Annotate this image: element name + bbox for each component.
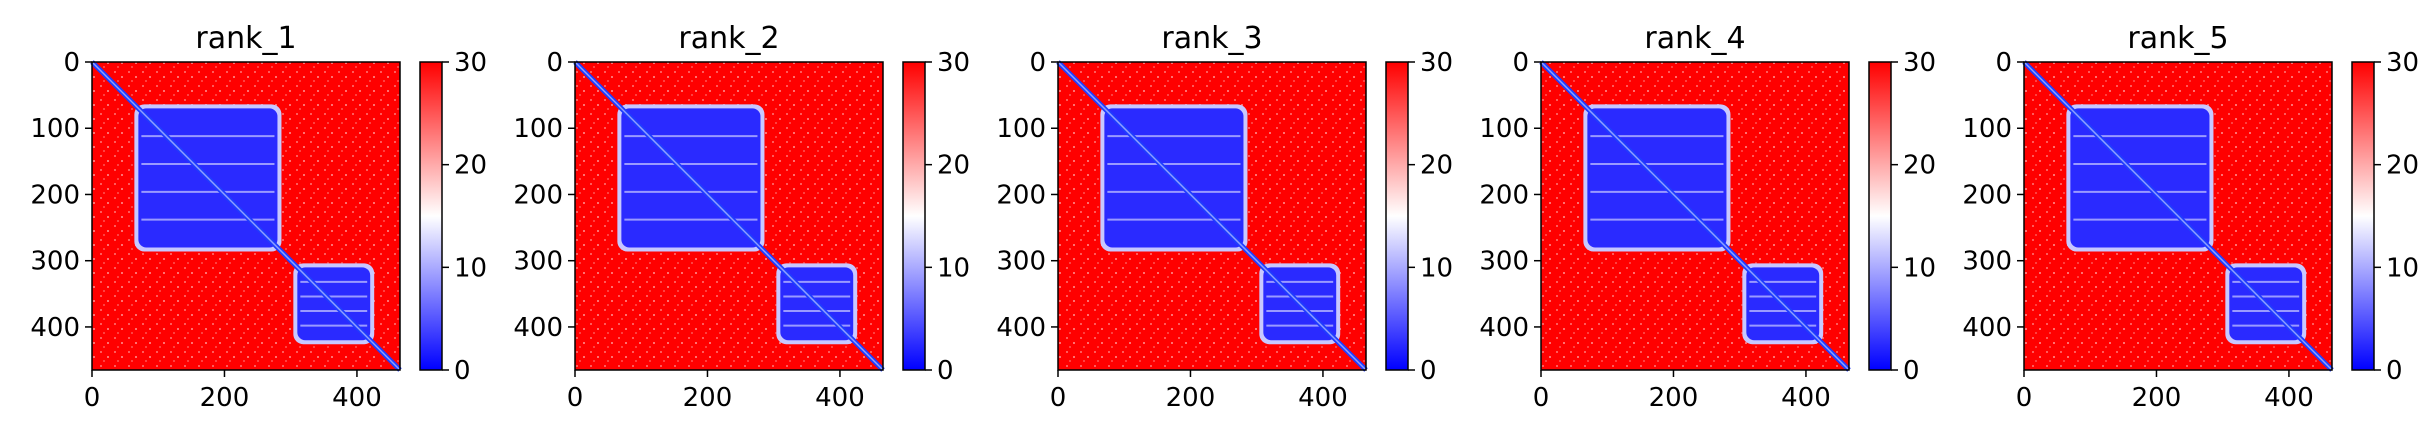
x-tick-label: 400: [1298, 383, 1348, 413]
y-tick-label: 100: [996, 114, 1046, 144]
x-tick-label: 400: [815, 383, 865, 413]
colorbar-tick-label: 0: [454, 356, 471, 386]
colorbar-gradient: [1385, 61, 1409, 371]
colorbar-tick-label: 20: [1903, 151, 1936, 181]
diagonal-core: [574, 61, 884, 371]
y-tick-label: 0: [1029, 48, 1046, 78]
y-tick-label: 0: [63, 48, 80, 78]
x-tick-label: 0: [1050, 383, 1067, 413]
y-tick-label: 100: [1479, 114, 1529, 144]
panel-title: rank_5: [2127, 21, 2228, 56]
y-tick-label: 100: [30, 114, 80, 144]
colorbar-tick-label: 20: [2386, 151, 2419, 181]
y-tick-label: 400: [513, 313, 563, 343]
colorbar-tick-label: 0: [1420, 356, 1437, 386]
colorbar-tick-label: 20: [454, 151, 487, 181]
diagonal-core: [1540, 61, 1850, 371]
x-tick-label: 200: [2132, 383, 2182, 413]
axes-frame: [1057, 61, 1367, 371]
x-tick-label: 0: [84, 383, 101, 413]
axes-frame: [574, 61, 884, 371]
heatmap: [90, 60, 402, 372]
y-tick-label: 300: [1479, 247, 1529, 277]
colorbar-tick-label: 0: [937, 356, 954, 386]
y-tick-label: 100: [1962, 114, 2012, 144]
y-tick-label: 300: [513, 247, 563, 277]
colorbar: 0 10 20 30: [1385, 48, 1453, 386]
colorbar-tick-label: 30: [454, 48, 487, 78]
diagonal-core: [1057, 61, 1367, 371]
panel-title: rank_1: [195, 21, 296, 56]
colorbar-tick-label: 30: [937, 48, 970, 78]
y-tick-label: 0: [1995, 48, 2012, 78]
panel-2: rank_2 0 200 400 0 100 200 300 400 0 10 20 30: [513, 21, 970, 413]
colorbar-tick-label: 10: [2386, 253, 2419, 283]
y-tick-label: 400: [1479, 313, 1529, 343]
colorbar-gradient: [419, 61, 443, 371]
colorbar: 0 10 20 30: [1868, 48, 1936, 386]
colorbar-gradient: [1868, 61, 1892, 371]
y-tick-label: 0: [546, 48, 563, 78]
x-tick-label: 400: [332, 383, 382, 413]
x-tick-label: 200: [1649, 383, 1699, 413]
colorbar-tick-label: 10: [937, 253, 970, 283]
colorbar-tick-label: 30: [2386, 48, 2419, 78]
x-tick-label: 200: [200, 383, 250, 413]
y-tick-label: 100: [513, 114, 563, 144]
colorbar-tick-label: 0: [2386, 356, 2403, 386]
axes-frame: [91, 61, 401, 371]
y-tick-label: 0: [1512, 48, 1529, 78]
panel-1: rank_1 0 200 400 0 100 200 300 400 0 10 20 30: [30, 21, 487, 413]
panel-title: rank_4: [1644, 21, 1745, 56]
x-tick-label: 400: [1781, 383, 1831, 413]
colorbar-gradient: [902, 61, 926, 371]
y-tick-label: 200: [996, 180, 1046, 210]
diagonal-core: [2023, 61, 2333, 371]
x-tick-label: 200: [683, 383, 733, 413]
y-tick-label: 200: [1962, 180, 2012, 210]
panel-5: rank_5 0 200 400 0 100 200 300 400 0 10 20 30: [1962, 21, 2419, 413]
y-tick-label: 200: [30, 180, 80, 210]
panel-4: rank_4 0 200 400 0 100 200 300 400 0 10 20 30: [1479, 21, 1936, 413]
x-tick-label: 0: [1533, 383, 1550, 413]
x-tick-label: 200: [1166, 383, 1216, 413]
y-tick-label: 400: [1962, 313, 2012, 343]
y-tick-label: 400: [30, 313, 80, 343]
y-tick-label: 400: [996, 313, 1046, 343]
y-tick-label: 200: [513, 180, 563, 210]
heatmap: [2022, 60, 2334, 372]
x-tick-label: 0: [567, 383, 584, 413]
panel-title: rank_2: [678, 21, 779, 56]
colorbar-tick-label: 30: [1903, 48, 1936, 78]
y-tick-label: 300: [1962, 247, 2012, 277]
heatmap: [1056, 60, 1368, 372]
colorbar-tick-label: 10: [454, 253, 487, 283]
y-tick-label: 300: [30, 247, 80, 277]
diagonal-core: [91, 61, 401, 371]
colorbar: 0 10 20 30: [419, 48, 487, 386]
y-tick-label: 200: [1479, 180, 1529, 210]
colorbar-tick-label: 20: [1420, 151, 1453, 181]
heatmap: [1539, 60, 1851, 372]
axes-frame: [2023, 61, 2333, 371]
colorbar-tick-label: 30: [1420, 48, 1453, 78]
axes-frame: [1540, 61, 1850, 371]
colorbar: 0 10 20 30: [902, 48, 970, 386]
heatmap: [573, 60, 885, 372]
x-tick-label: 0: [2016, 383, 2033, 413]
colorbar-tick-label: 10: [1420, 253, 1453, 283]
y-tick-label: 300: [996, 247, 1046, 277]
panel-3: rank_3 0 200 400 0 100 200 300 400 0 10 20 30: [996, 21, 1453, 413]
colorbar-gradient: [2351, 61, 2375, 371]
colorbar-tick-label: 20: [937, 151, 970, 181]
panel-title: rank_3: [1161, 21, 1262, 56]
colorbar-tick-label: 0: [1903, 356, 1920, 386]
colorbar-tick-label: 10: [1903, 253, 1936, 283]
colorbar: 0 10 20 30: [2351, 48, 2419, 386]
x-tick-label: 400: [2264, 383, 2314, 413]
